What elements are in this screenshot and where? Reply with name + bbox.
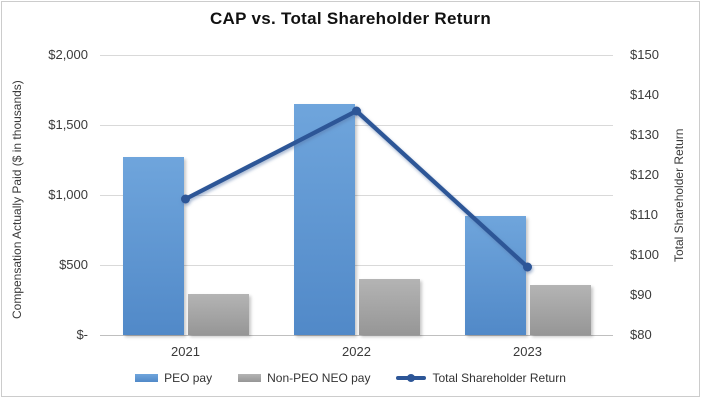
right-axis-tick-label: $80	[630, 327, 652, 342]
left-axis-tick-label: $1,500	[48, 117, 88, 132]
left-axis-tick-label: $1,000	[48, 187, 88, 202]
bar-peo-pay-2023	[464, 216, 526, 335]
x-axis-label-2022: 2022	[342, 344, 371, 359]
legend-swatch-line	[396, 373, 427, 383]
legend-swatch-bar	[238, 374, 262, 382]
left-axis-tick-label: $500	[59, 257, 88, 272]
right-axis-tick-label: $150	[630, 47, 659, 62]
legend-item-total-shareholder-return: Total Shareholder Return	[396, 371, 566, 385]
right-axis-tick-label: $90	[630, 287, 652, 302]
x-axis-label-2021: 2021	[171, 344, 200, 359]
right-axis-tick-label: $130	[630, 127, 659, 142]
x-axis-line	[100, 335, 613, 336]
bar-non-peo-neo-pay-2023	[529, 285, 591, 335]
gridline	[100, 55, 613, 56]
x-axis-label-2023: 2023	[513, 344, 542, 359]
right-axis-tick-label: $110	[630, 207, 658, 222]
gridline	[100, 125, 613, 126]
legend-line-marker	[407, 374, 416, 382]
legend: PEO pay Non-PEO NEO pay Total Shareholder …	[0, 368, 701, 388]
bar-non-peo-neo-pay-2021	[187, 293, 249, 335]
legend-label: Non-PEO NEO pay	[267, 371, 371, 385]
chart-title: CAP vs. Total Shareholder Return	[209, 9, 492, 28]
left-axis-tick-label: $2,000	[48, 47, 88, 62]
bar-non-peo-neo-pay-2022	[358, 279, 420, 335]
right-axis-tick-label: $140	[630, 87, 659, 102]
bar-peo-pay-2021	[122, 156, 184, 335]
legend-label: Total Shareholder Return	[432, 371, 566, 385]
legend-item-non-peo-neo-pay: Non-PEO NEO pay	[238, 371, 370, 385]
right-axis-tick-label: $100	[630, 247, 659, 262]
legend-item-peo-pay: PEO pay	[135, 371, 212, 385]
bar-peo-pay-2022	[293, 104, 355, 335]
legend-label: PEO pay	[164, 371, 213, 385]
legend-swatch-bar	[135, 374, 159, 382]
right-axis-tick-label: $120	[630, 167, 659, 182]
left-axis-tick-label: $-	[76, 327, 88, 342]
